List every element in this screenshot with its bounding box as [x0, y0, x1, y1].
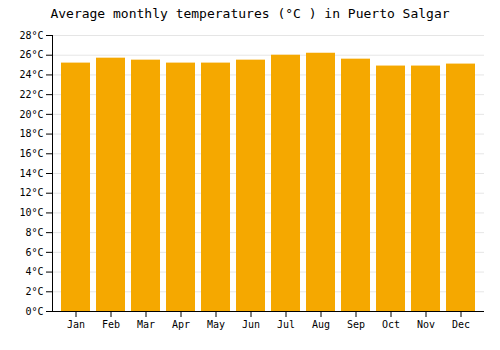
svg-text:10°C: 10°C — [19, 207, 43, 218]
svg-text:12°C: 12°C — [19, 187, 43, 198]
svg-text:28°C: 28°C — [19, 30, 43, 41]
svg-text:8°C: 8°C — [25, 227, 43, 238]
svg-text:Sep: Sep — [347, 319, 365, 330]
svg-text:Aug: Aug — [312, 319, 330, 330]
svg-text:May: May — [207, 319, 225, 330]
svg-text:4°C: 4°C — [25, 266, 43, 277]
svg-text:Jul: Jul — [277, 319, 295, 330]
svg-text:26°C: 26°C — [19, 49, 43, 60]
svg-text:Dec: Dec — [452, 319, 470, 330]
svg-text:22°C: 22°C — [19, 89, 43, 100]
html-text:Average monthly temperatures (: Average monthly temperatures (°C ) in Pu… — [50, 6, 450, 21]
svg-text:Feb: Feb — [102, 319, 120, 330]
svg-text:16°C: 16°C — [19, 148, 43, 159]
svg-text:18°C: 18°C — [19, 128, 43, 139]
svg-text:Oct: Oct — [382, 319, 400, 330]
svg-text:Apr: Apr — [172, 319, 190, 330]
svg-text:24°C: 24°C — [19, 69, 43, 80]
svg-text:Mar: Mar — [137, 319, 155, 330]
svg-text:Nov: Nov — [417, 319, 435, 330]
svg-text:0°C: 0°C — [25, 306, 43, 317]
svg-text:6°C: 6°C — [25, 247, 43, 258]
svg-text:Jan: Jan — [67, 319, 85, 330]
svg-text:Jun: Jun — [242, 319, 260, 330]
svg-text:14°C: 14°C — [19, 168, 43, 179]
svg-text:2°C: 2°C — [25, 286, 43, 297]
svg-text:20°C: 20°C — [19, 109, 43, 120]
